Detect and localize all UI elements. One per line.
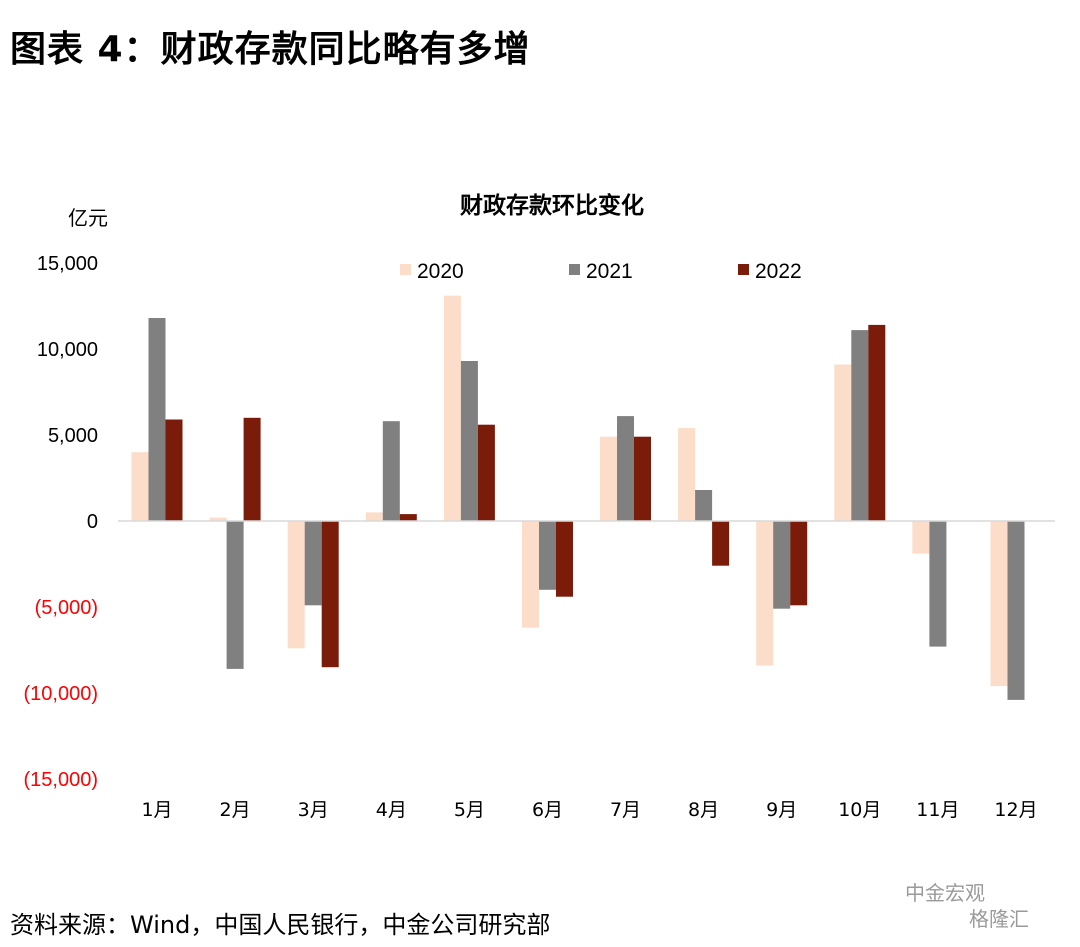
bar-2021-12 [1007,521,1025,700]
bar-2020-3 [287,521,305,649]
legend-swatch-2022 [738,264,749,275]
bar-2021-9 [773,521,791,609]
bar-2021-10 [851,330,869,521]
bar-2021-8 [695,490,713,521]
legend-swatch-2020 [400,264,411,275]
x-tick-label: 7月 [610,799,641,821]
bar-2021-6 [539,521,556,590]
y-tick-label: 5,000 [48,425,98,447]
legend: 2020 2021 2022 [400,260,802,283]
bar-2021-1 [148,318,166,521]
bar-2022-5 [477,424,495,521]
bar-2020-9 [756,521,774,666]
bar-2020-11 [912,521,930,554]
bar-2022-6 [556,521,573,597]
x-tick-label: 8月 [688,799,719,821]
bars-layer [131,295,1025,700]
chart-title: 财政存款环比变化 [0,186,1080,220]
bar-2020-6 [522,521,539,628]
x-tick-label: 6月 [532,799,563,821]
bar-2020-1 [131,452,149,521]
bar-2020-7 [600,436,617,521]
y-tick-label: 0 [87,511,98,533]
watermark-brand: 中金宏观 [905,881,985,905]
bar-2020-8 [678,428,696,521]
y-tick-label: (10,000) [24,683,99,705]
bar-2022-1 [165,419,183,521]
x-tick-label: 3月 [298,799,329,821]
x-tick-label: 1月 [141,799,172,821]
bar-2020-12 [990,521,1008,687]
bar-2021-3 [304,521,322,606]
y-axis-unit-label: 亿元 [68,206,108,230]
bar-2021-4 [382,421,400,521]
y-tick-label: (5,000) [35,597,98,619]
y-tick-label: 10,000 [37,339,98,361]
legend-swatch-2021 [569,264,580,275]
bar-2021-7 [617,416,634,521]
bar-2022-8 [712,521,730,566]
y-tick-label: 15,000 [37,253,98,275]
x-tick-label: 10月 [838,799,881,821]
bar-2020-5 [443,295,461,521]
watermark: 中金宏观 格隆汇 [905,880,1029,932]
x-tick-label: 12月 [994,799,1037,821]
bar-2020-10 [834,364,852,521]
legend-label-2020: 2020 [417,260,464,283]
tick-labels-layer: 1月 2月 3月 4月 5月 6月 7月 8月 9月 10月 11月 12月 15,000 10,000 5… [24,253,1038,821]
legend-label-2022: 2022 [755,260,802,283]
bar-2021-11 [929,521,947,647]
watermark-brand-secondary: 格隆汇 [969,907,1029,931]
legend-label-2021: 2021 [586,260,633,283]
bar-2022-2 [243,417,261,521]
bar-2021-2 [226,521,244,669]
bar-2020-4 [365,512,383,521]
bar-2022-9 [790,521,808,606]
bar-2020-2 [209,517,227,521]
x-tick-label: 11月 [916,799,959,821]
source-note: 资料来源：Wind，中国人民银行，中金公司研究部 [10,911,551,939]
bar-2022-10 [868,324,886,521]
chart-title-text: 财政存款环比变化 [460,193,644,219]
y-tick-label: (15,000) [24,769,99,791]
bar-2022-3 [321,521,339,668]
bar-2021-5 [460,361,478,521]
x-tick-label: 2月 [220,799,251,821]
x-tick-label: 4月 [376,799,407,821]
bar-2022-7 [634,436,651,521]
bar-2022-4 [399,514,417,521]
x-tick-label: 9月 [766,799,797,821]
x-tick-label: 5月 [454,799,485,821]
figure-title: 图表 4：财政存款同比略有多增 [10,29,531,70]
